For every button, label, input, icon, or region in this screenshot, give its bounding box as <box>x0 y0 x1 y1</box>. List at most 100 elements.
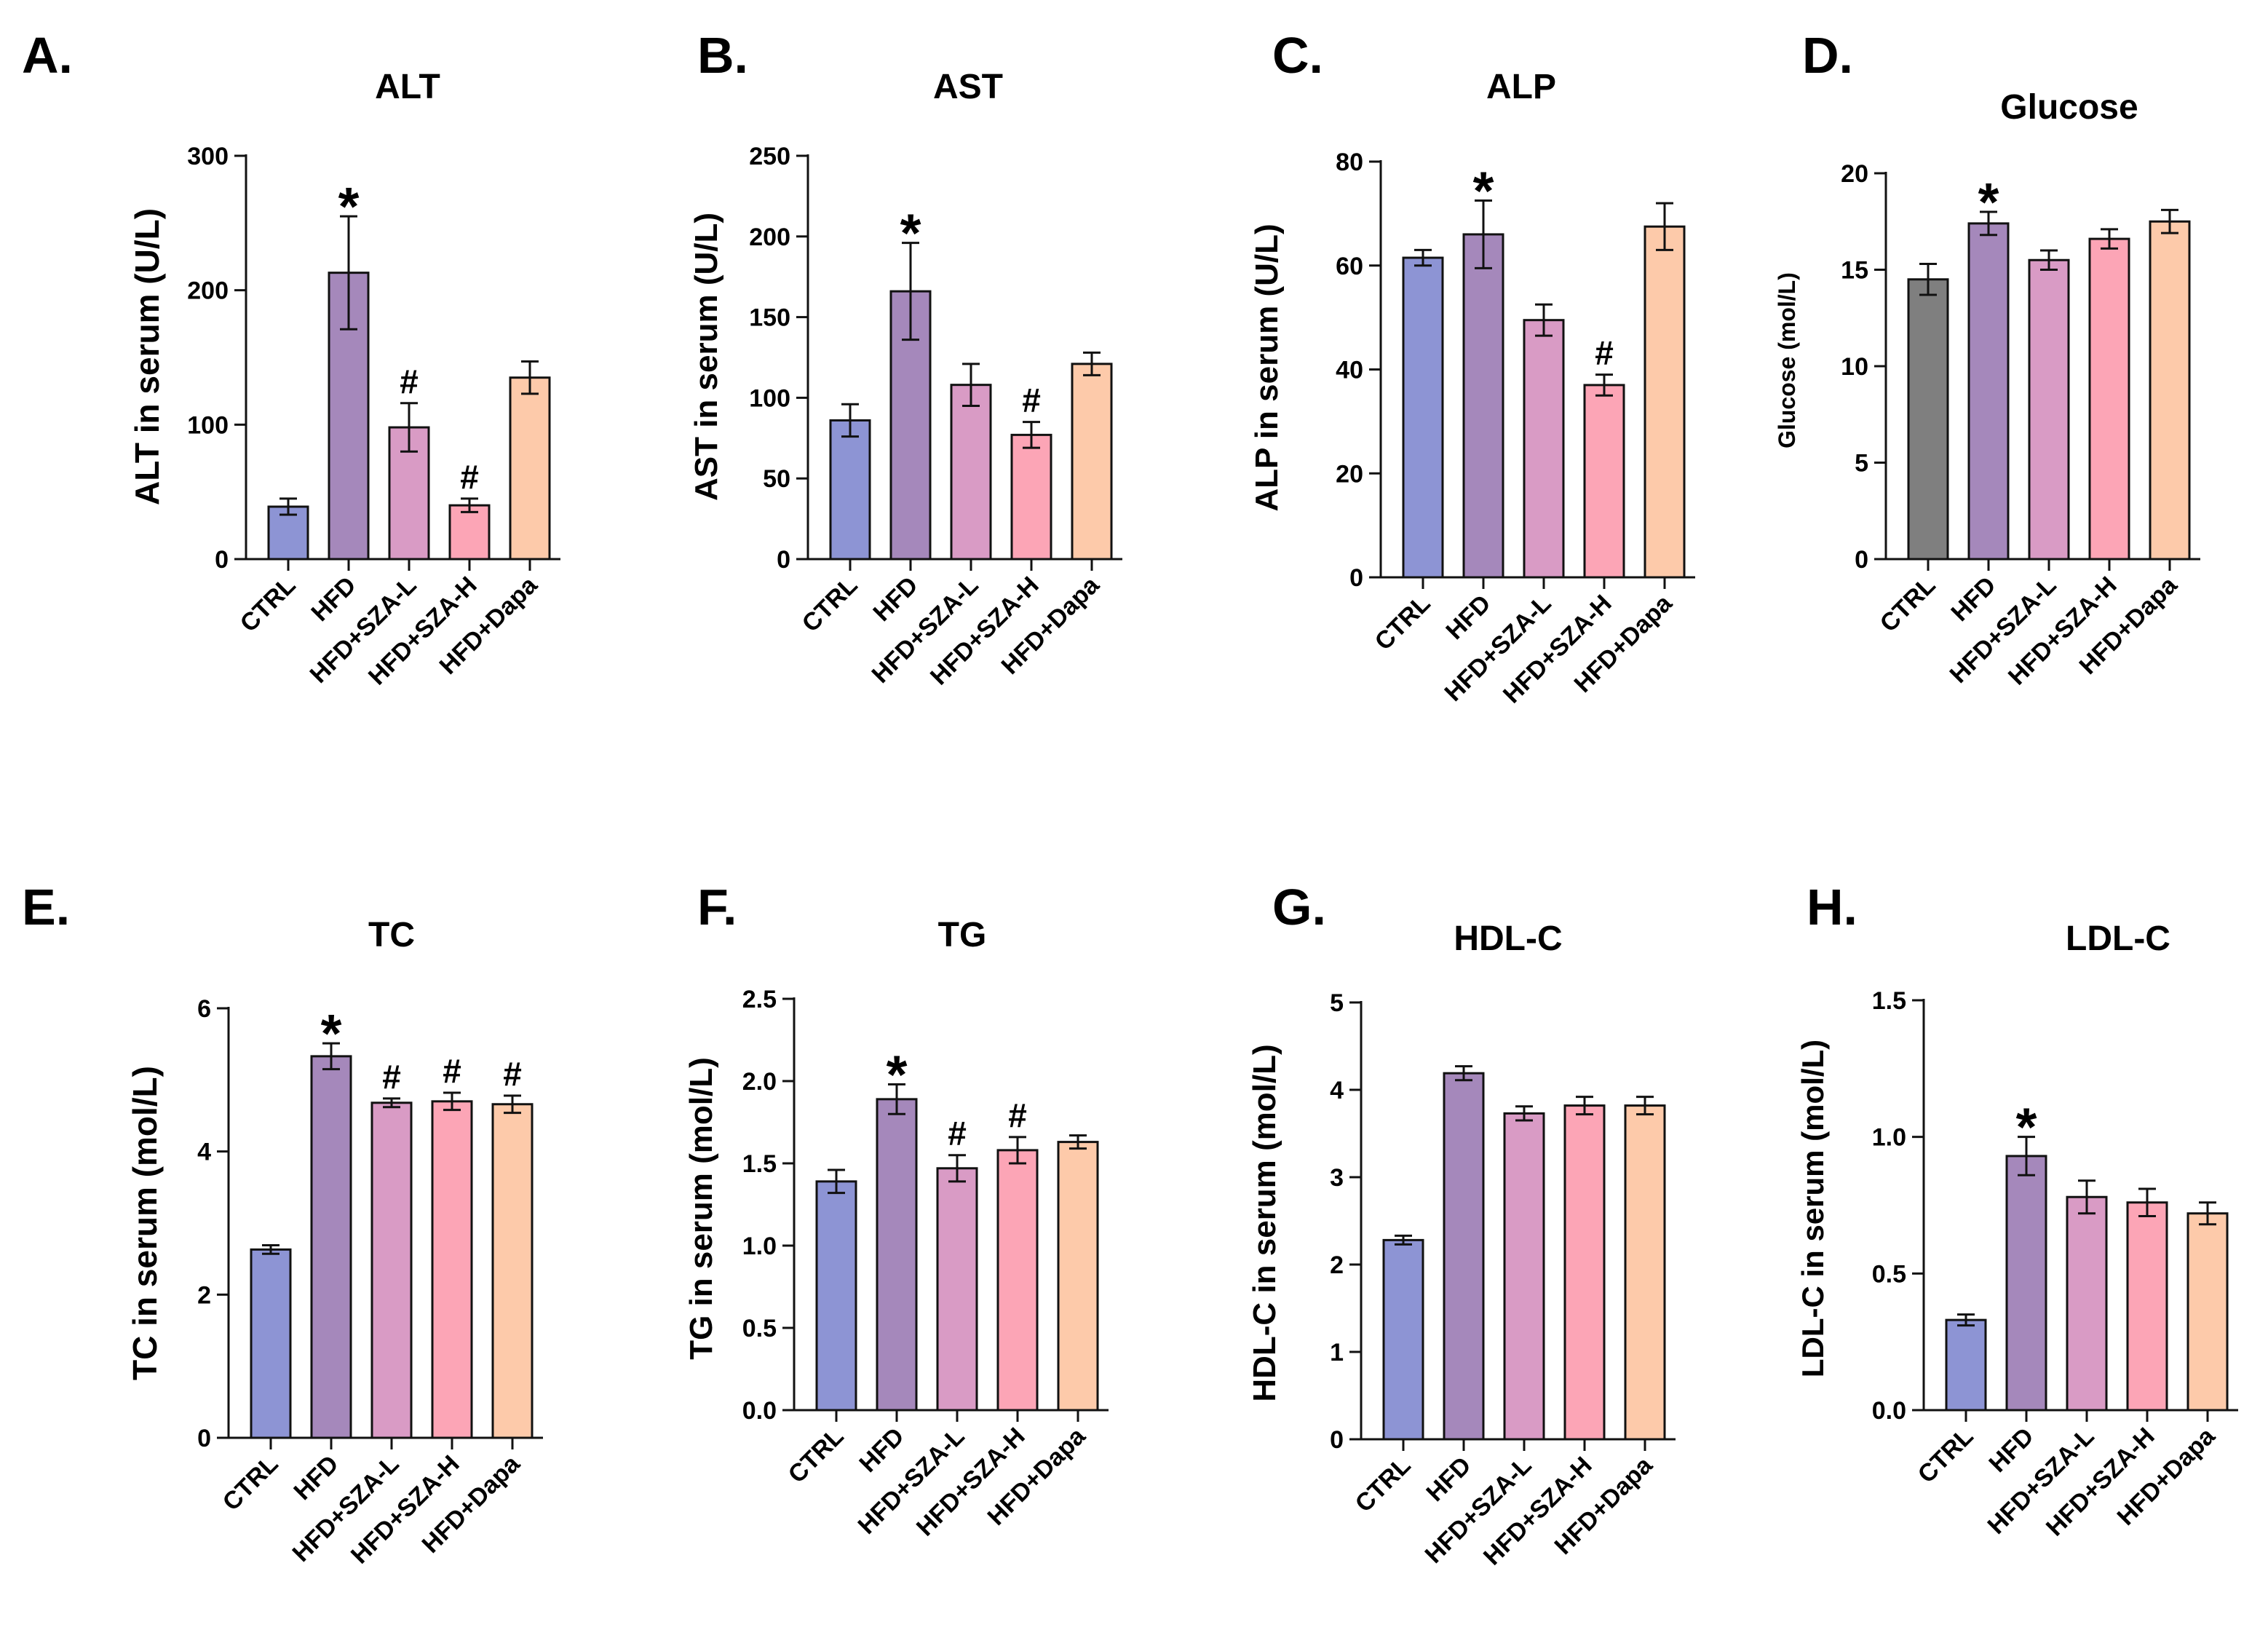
significance-hash: # <box>382 1058 401 1096</box>
y-tick-label: 5 <box>1330 989 1344 1017</box>
y-tick-label: 0 <box>197 1425 211 1452</box>
y-axis-label: HDL-C in serum (mol/L) <box>1247 1044 1282 1401</box>
error-bar <box>504 1094 521 1115</box>
error-bar <box>2101 228 2118 250</box>
error-bar <box>1395 1234 1412 1246</box>
bar-hfd-dapa <box>1624 1104 1666 1441</box>
y-tick-label: 0.5 <box>742 1315 777 1342</box>
bar-hfd-sza-l <box>1523 319 1565 579</box>
error-bar <box>1636 1096 1654 1116</box>
error-bar <box>902 242 919 341</box>
error-bar <box>2138 1187 2156 1218</box>
error-bar <box>2161 208 2178 234</box>
y-tick-label: 2 <box>1330 1251 1344 1279</box>
y-tick-label: 100 <box>187 411 229 439</box>
bar-hfd-dapa <box>1071 363 1113 561</box>
error-bar <box>1009 1136 1026 1165</box>
panel-letter: D. <box>1802 27 1853 84</box>
bar-hfd-sza-l <box>1503 1112 1545 1441</box>
chart-title: TC <box>368 916 415 954</box>
y-axis-label: ALT in serum (U/L) <box>128 208 166 505</box>
error-bar <box>2199 1201 2216 1226</box>
bar-hfd-sza-l <box>2028 258 2070 561</box>
error-bar <box>1515 1105 1533 1122</box>
y-tick-label: 5 <box>1855 450 1868 478</box>
y-axis-label: AST in serum (U/L) <box>689 213 724 501</box>
y-tick-label: 1.5 <box>1872 987 1906 1015</box>
bar-ctrl <box>1402 256 1444 579</box>
bar-hfd-dapa <box>509 376 551 561</box>
y-tick-label: 0 <box>1330 1426 1344 1454</box>
bar-hfd-sza-h <box>1583 384 1625 579</box>
bar-hfd-dapa <box>1643 225 1686 579</box>
x-tick-label: CTRL <box>783 1423 849 1489</box>
x-tick-label: CTRL <box>1370 590 1436 656</box>
y-tick-label: 80 <box>1336 149 1363 176</box>
significance-hash: # <box>1595 334 1614 372</box>
x-tick-label: HFD <box>868 571 923 627</box>
x-tick-label: CTRL <box>218 1450 284 1516</box>
chart-title: ALP <box>1486 68 1556 106</box>
y-tick-label: 40 <box>1336 357 1363 384</box>
error-bar <box>2018 1136 2035 1176</box>
bar-hfd <box>2005 1155 2047 1412</box>
bar-hfd <box>1443 1072 1485 1441</box>
bar-hfd <box>876 1098 918 1412</box>
y-tick-label: 0 <box>215 546 229 574</box>
chart-title: AST <box>933 68 1003 106</box>
error-bar <box>1069 1134 1087 1150</box>
x-tick-label: CTRL <box>797 571 863 638</box>
bar-hfd-sza-h <box>2088 237 2130 561</box>
significance-hash: # <box>443 1052 461 1090</box>
bar-hfd <box>1967 222 2010 561</box>
error-bar <box>322 1042 340 1071</box>
x-tick-label: CTRL <box>1350 1452 1416 1518</box>
panel-letter: A. <box>22 27 73 84</box>
y-tick-label: 1 <box>1330 1339 1344 1366</box>
bar-hfd-sza-l <box>950 384 992 561</box>
bar-ctrl <box>1945 1318 1987 1412</box>
x-tick-label: CTRL <box>1913 1423 1979 1489</box>
y-tick-label: 1.0 <box>742 1233 777 1260</box>
y-tick-label: 10 <box>1841 353 1868 381</box>
bar-hfd-dapa <box>2149 220 2191 561</box>
bar-hfd-dapa <box>1057 1141 1099 1412</box>
y-axis-label: TC in serum (mol/L) <box>126 1066 164 1380</box>
x-tick-label: HFD <box>306 571 361 627</box>
bar-hfd-dapa <box>491 1103 534 1439</box>
bar-ctrl <box>815 1180 857 1412</box>
bar-hfd-dapa <box>2186 1212 2229 1412</box>
error-bar <box>1023 421 1040 449</box>
panel-letter: G. <box>1272 879 1326 935</box>
y-tick-label: 0 <box>1855 546 1868 574</box>
significance-star: * <box>900 203 921 264</box>
x-tick-label: HFD <box>1440 590 1496 645</box>
error-bar <box>383 1097 400 1109</box>
bar-ctrl <box>1382 1238 1424 1441</box>
error-bar <box>2078 1179 2095 1215</box>
bar-hfd-sza-l <box>370 1101 413 1439</box>
y-tick-label: 150 <box>749 304 790 332</box>
significance-hash: # <box>948 1115 967 1152</box>
bar-hfd-sza-h <box>1010 433 1052 561</box>
chart-title: LDL-C <box>2066 919 2170 958</box>
error-bar <box>828 1168 845 1195</box>
bar-hfd-sza-h <box>431 1100 473 1439</box>
y-tick-label: 0.5 <box>1872 1260 1906 1288</box>
bar-hfd-sza-l <box>2066 1195 2108 1412</box>
y-tick-label: 300 <box>187 143 229 170</box>
y-tick-label: 2.5 <box>742 986 777 1013</box>
chart-title: ALT <box>375 68 440 106</box>
y-tick-label: 1.5 <box>742 1150 777 1178</box>
y-tick-label: 2 <box>197 1281 211 1309</box>
y-tick-label: 2.0 <box>742 1068 777 1096</box>
y-tick-label: 50 <box>763 465 790 493</box>
panel-letter: E. <box>22 879 70 935</box>
